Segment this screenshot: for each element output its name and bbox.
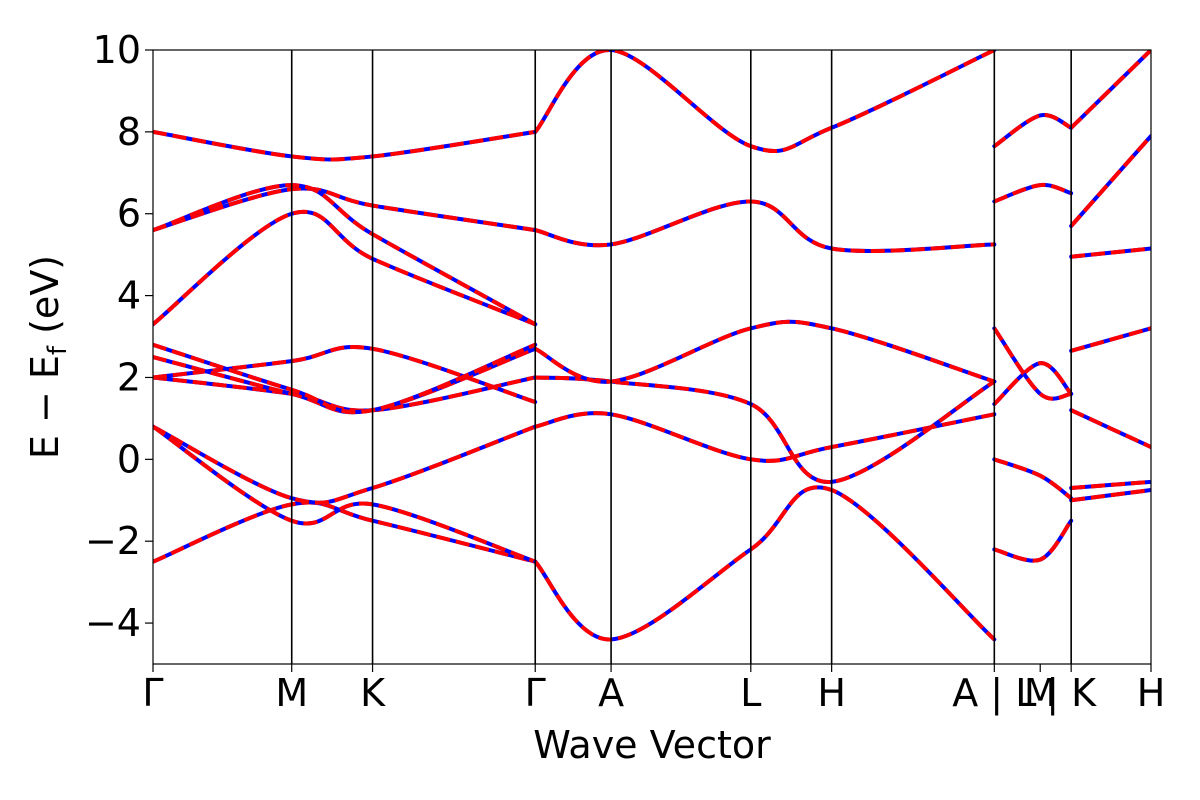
- bands-layer: [153, 50, 1151, 642]
- y-axis-title-main: E − E: [23, 355, 67, 459]
- band-line-red-s3-b3: [1070, 326, 1151, 353]
- y-axis-title-subscript: f: [43, 345, 73, 355]
- band-line-red-s3-b1: [1071, 479, 1151, 490]
- x-tick-label-7: A | L: [952, 671, 1036, 716]
- y-tick-label-1: −2: [85, 519, 141, 563]
- band-line-red-s2-b4: [993, 182, 1072, 204]
- x-tick-label-10: H: [1137, 671, 1166, 715]
- y-tick-label-4: 4: [117, 274, 141, 318]
- band-line-red-s3-b4: [1070, 246, 1151, 259]
- plot-frame: [152, 49, 1152, 665]
- x-tick-label-8: M: [1024, 671, 1057, 715]
- band-line-red-s0-b7: [153, 209, 536, 327]
- y-tick-label-5: 6: [117, 192, 141, 236]
- y-axis-ticks: −4 −2 0 2 4 6 8 10: [85, 28, 153, 645]
- x-axis-title: Wave Vector: [533, 723, 771, 767]
- band-line-red-s0-b8: [153, 186, 536, 233]
- band-line-red-s3-b0: [1070, 488, 1151, 503]
- band-line-red-s2-b0: [993, 519, 1073, 563]
- band-line-red-s0-b2: [153, 424, 536, 564]
- band-line-red-s0-b10: [153, 129, 536, 162]
- x-tick-label-5: L: [740, 671, 761, 715]
- x-tick-label-2: K: [360, 671, 386, 715]
- x-tick-label-1: M: [275, 671, 308, 715]
- band-line-red-s0-b0: [153, 500, 536, 564]
- x-tick-label-4: A: [598, 671, 624, 715]
- band-line-red-s2-b2: [992, 361, 1073, 406]
- y-tick-label-3: 2: [117, 355, 141, 399]
- y-tick-label-7: 10: [93, 28, 141, 72]
- y-tick-label-2: 0: [117, 437, 141, 481]
- band-line-red-s2-b5: [993, 113, 1073, 148]
- band-line-red-s1-b3: [534, 319, 995, 384]
- y-axis-title: E − Ef (eV): [23, 255, 73, 459]
- x-tick-label-9: | K: [1046, 671, 1097, 716]
- band-line-red-s3-b6: [1069, 50, 1151, 130]
- band-line-red-s0-b9: [153, 183, 537, 326]
- y-tick-label-0: −4: [85, 601, 141, 645]
- band-line-red-s0-b1: [153, 424, 536, 505]
- band-line-red-s3-b2: [1070, 408, 1151, 449]
- band-line-red-s0-b4: [153, 345, 536, 404]
- band-line-red-s3-b5: [1069, 134, 1151, 228]
- y-tick-label-6: 8: [117, 110, 141, 154]
- x-tick-label-0: Γ: [142, 671, 163, 715]
- band-line-red-s0-b6: [153, 342, 536, 415]
- x-tick-label-3: Γ: [525, 671, 546, 715]
- band-line-red-s2-b1: [993, 457, 1073, 500]
- band-line-red-s2-b3: [992, 327, 1072, 401]
- y-axis-title-unit: (eV): [23, 255, 67, 346]
- x-tick-label-6: H: [817, 671, 846, 715]
- high-symmetry-lines: [290, 50, 1072, 664]
